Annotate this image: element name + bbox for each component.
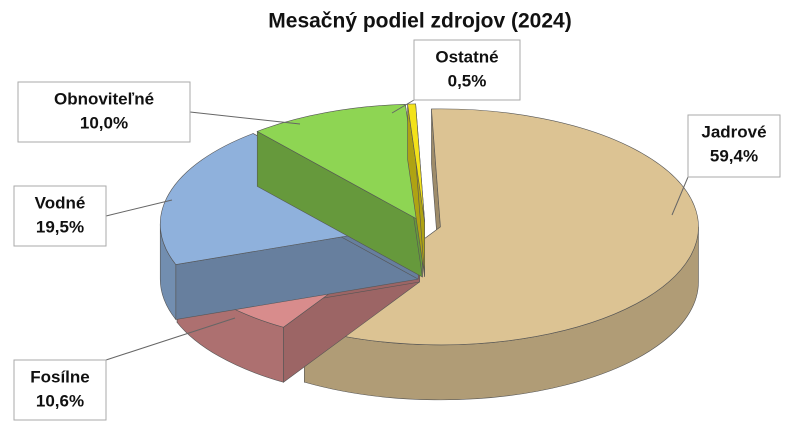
slice-value-label: 10,0% <box>80 113 128 132</box>
slice-top <box>256 103 423 223</box>
slice-value-label: 10,6% <box>36 391 84 410</box>
chart-title: Mesačný podiel zdrojov (2024) <box>268 10 571 33</box>
leader-line <box>671 176 689 216</box>
slice-label: Obnoviteľné <box>54 89 154 108</box>
slice-value-label: 0,5% <box>448 71 487 90</box>
leader-line <box>105 317 236 361</box>
label-box <box>13 359 107 421</box>
slice-label: Ostatné <box>435 47 498 66</box>
slice-value-label: 19,5% <box>36 217 84 236</box>
label-box <box>17 81 191 143</box>
slice-label: Vodné <box>35 193 86 212</box>
pie-slice <box>407 103 425 277</box>
slice-label: Fosílne <box>30 367 90 386</box>
leader-line <box>105 199 173 217</box>
slice-label: Jadrové <box>701 122 766 141</box>
label-box <box>687 114 781 178</box>
leader-line <box>189 111 301 125</box>
label-box <box>13 185 107 247</box>
slice-value-label: 59,4% <box>710 146 758 165</box>
leader-line <box>391 99 415 114</box>
label-box <box>413 39 521 101</box>
